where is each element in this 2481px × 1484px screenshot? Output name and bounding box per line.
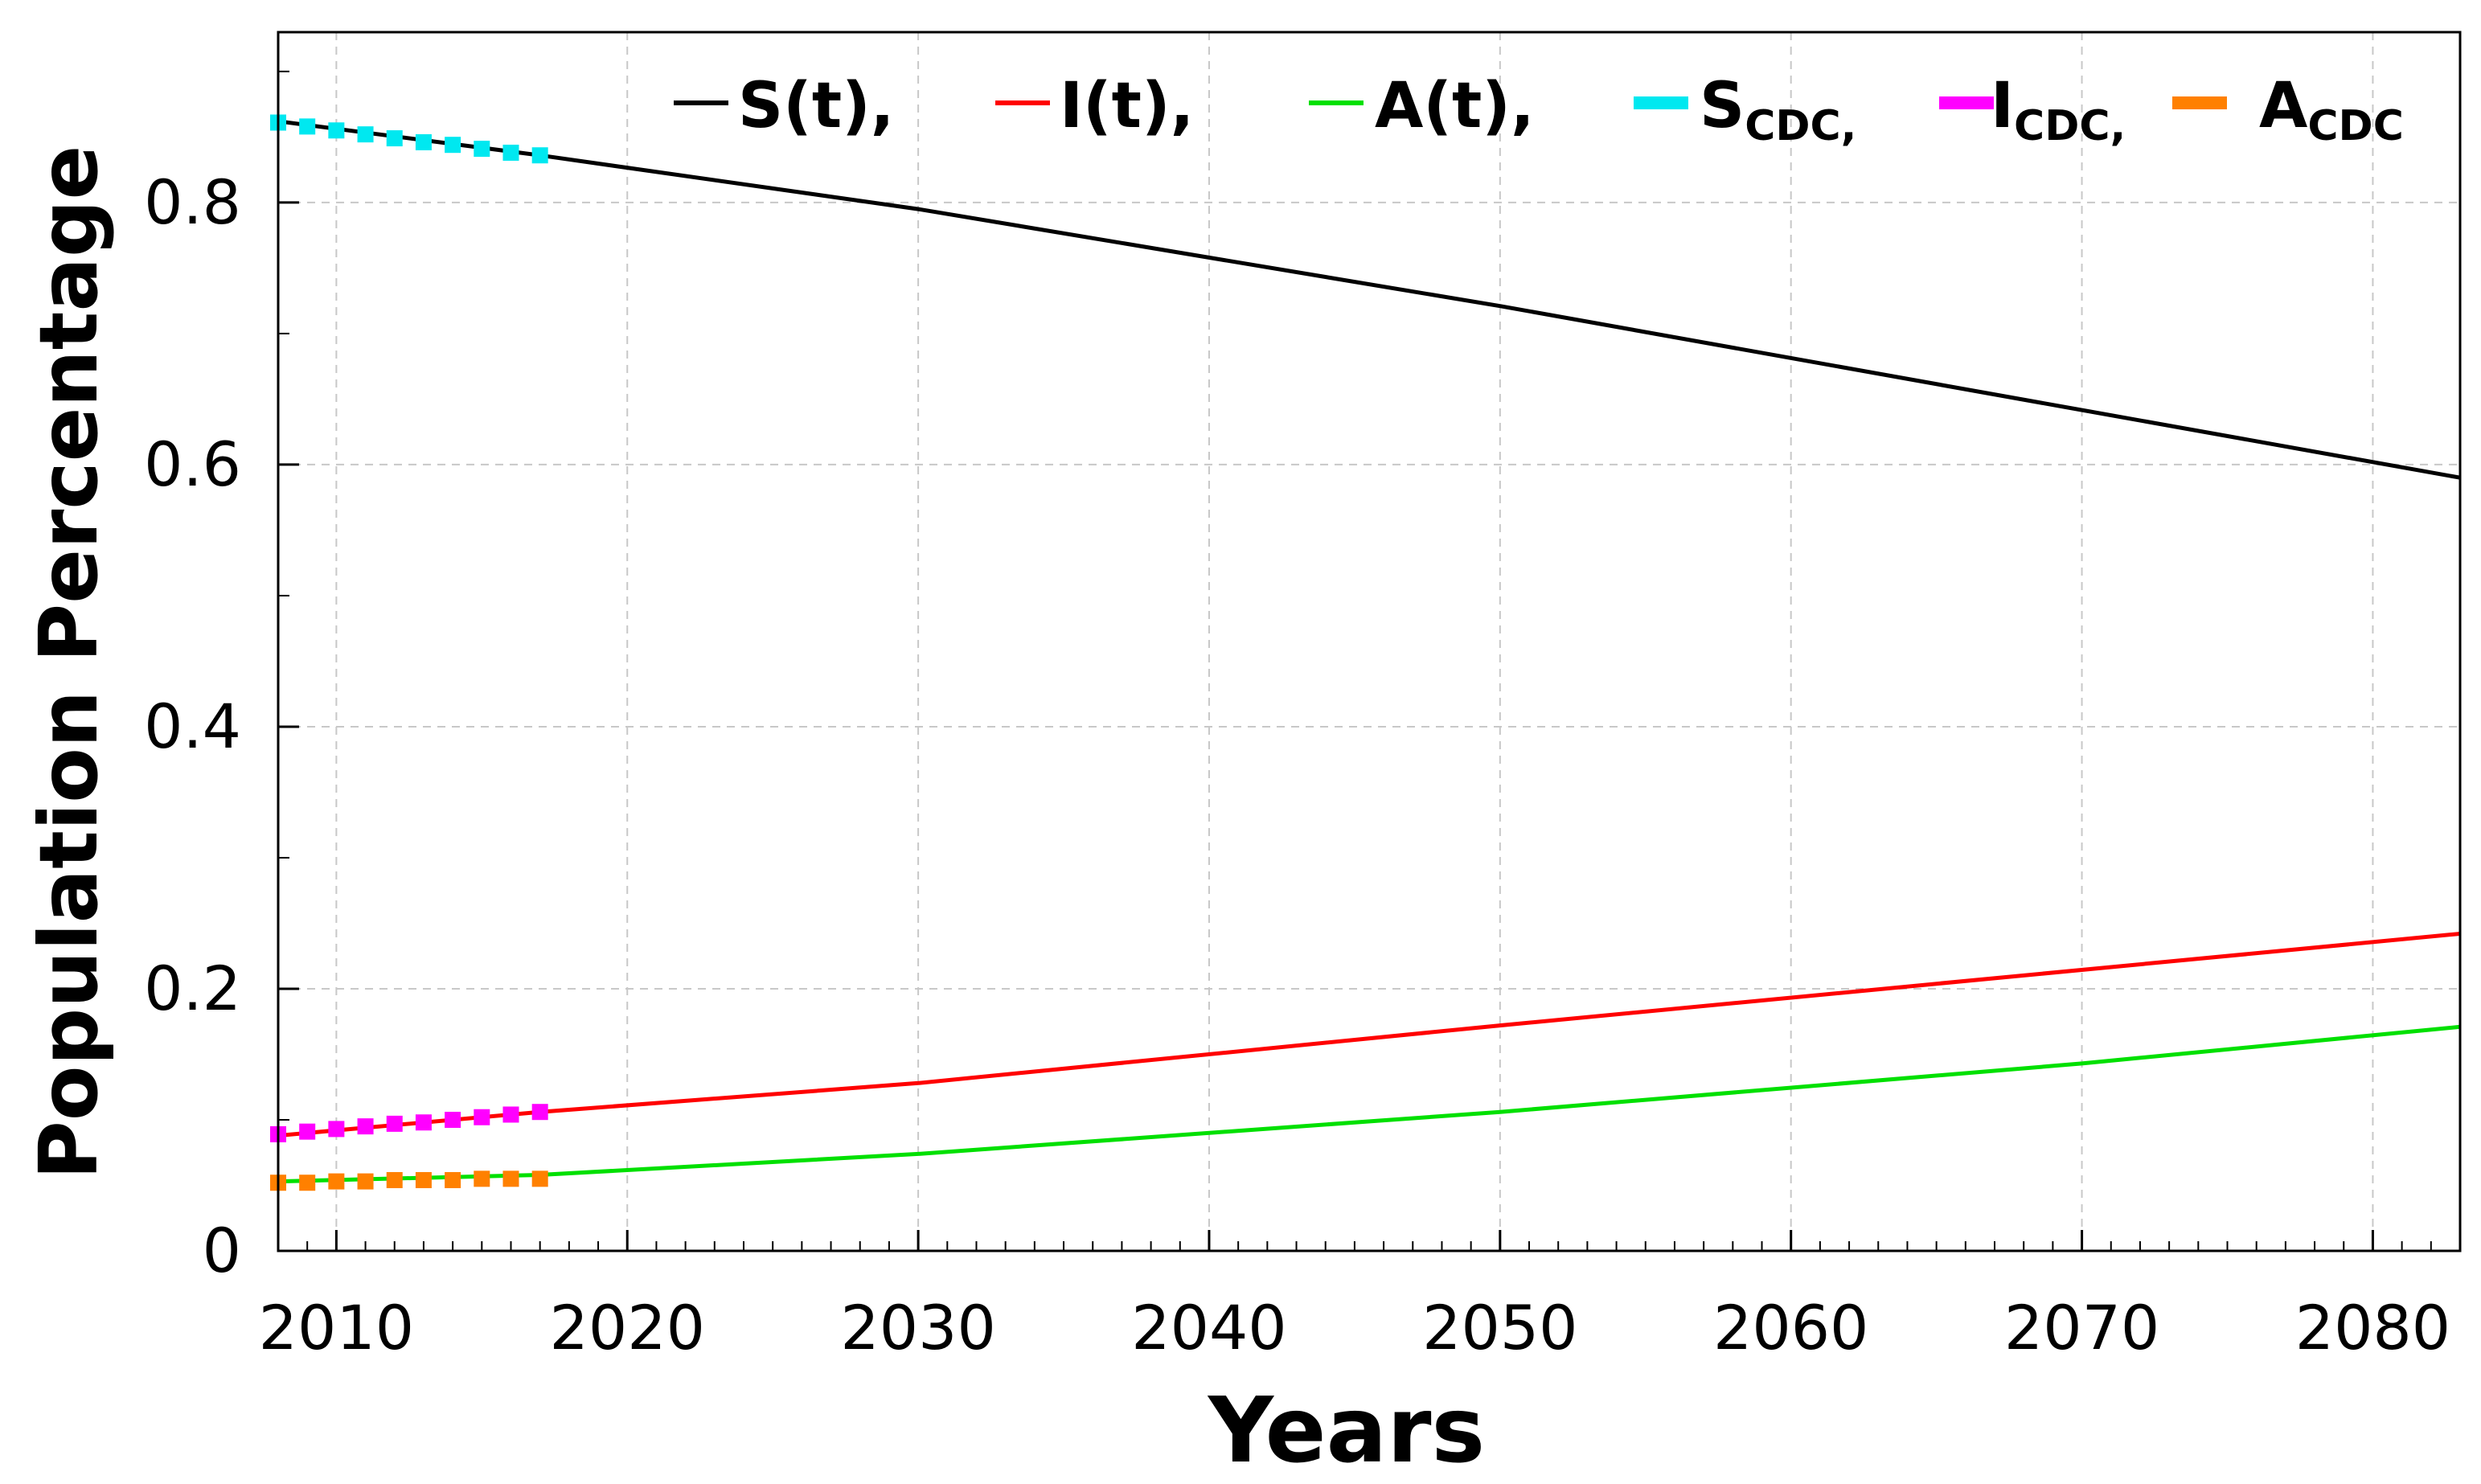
marker-SCDC (531, 147, 548, 164)
marker-SCDC (386, 130, 403, 147)
legend-label: I(t), (1060, 70, 1194, 142)
marker-ACDC (328, 1173, 345, 1190)
marker-SCDC (474, 141, 490, 158)
x-tick-label: 2040 (1131, 1292, 1286, 1363)
y-tick-label: 0.6 (144, 428, 241, 500)
y-tick-label: 0.4 (144, 691, 241, 762)
marker-ACDC (474, 1170, 490, 1187)
marker-ICDC (415, 1114, 432, 1131)
x-tick-label: 2030 (840, 1292, 995, 1363)
y-tick-label: 0.2 (144, 953, 241, 1024)
x-tick-label: 2010 (259, 1292, 414, 1363)
marker-ICDC (531, 1104, 548, 1121)
marker-SCDC (299, 118, 316, 135)
series-layer (270, 114, 2461, 1191)
legend-label: ACDC (2259, 70, 2404, 150)
marker-ICDC (328, 1121, 345, 1138)
x-tick-labels: 2010 2020 2030 2040 2050 2060 2070 2080 (259, 1292, 2450, 1363)
marker-SCDC (445, 137, 461, 154)
marker-ICDC (474, 1109, 490, 1125)
y-tick-label: 0 (203, 1215, 241, 1286)
x-tick-label: 2080 (2295, 1292, 2450, 1363)
marker-ICDC (357, 1118, 374, 1135)
tick-marks (277, 70, 2461, 1252)
marker-ICDC (445, 1111, 461, 1128)
x-tick-label: 2060 (1713, 1292, 1868, 1363)
legend-label: S(t), (738, 70, 894, 142)
marker-ACDC (299, 1174, 316, 1191)
marker-SCDC (415, 133, 432, 150)
x-axis-title: Years (1207, 1379, 1485, 1483)
y-axis-title: Population Percentage (22, 146, 116, 1180)
legend: S(t), I(t), A(t), SCDC, ICDC, ACDC (674, 70, 2404, 150)
grid-lines (278, 32, 2460, 1251)
marker-ACDC (415, 1171, 432, 1188)
marker-ICDC (502, 1106, 519, 1123)
x-tick-label: 2050 (1422, 1292, 1577, 1363)
marker-SCDC (357, 126, 374, 143)
y-tick-label: 0.8 (144, 166, 241, 238)
marker-SCDC (328, 122, 345, 139)
marker-SCDC (502, 144, 519, 161)
marker-ICDC (386, 1115, 403, 1132)
x-tick-label: 2020 (550, 1292, 705, 1363)
legend-label: SCDC, (1700, 70, 1856, 150)
legend-label: A(t), (1375, 70, 1535, 142)
y-tick-labels: 0 0.2 0.4 0.6 0.8 (144, 166, 241, 1286)
x-tick-label: 2070 (2004, 1292, 2159, 1363)
marker-ACDC (357, 1173, 374, 1190)
marker-ACDC (386, 1171, 403, 1188)
marker-ACDC (531, 1170, 548, 1187)
plot-frame (277, 31, 2462, 1252)
marker-ICDC (299, 1123, 316, 1140)
marker-ACDC (445, 1171, 461, 1188)
marker-ACDC (502, 1170, 519, 1187)
series-line-At (277, 1024, 2461, 1184)
legend-label: ICDC, (1991, 70, 2126, 150)
